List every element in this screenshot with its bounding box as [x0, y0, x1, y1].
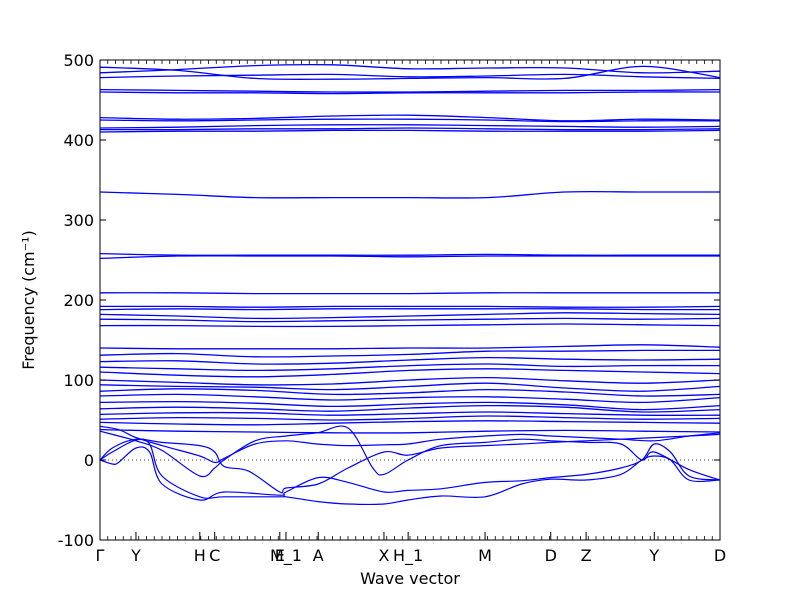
band-line: [99, 393, 721, 404]
band-line: [99, 252, 720, 256]
band-line: [99, 415, 721, 421]
x-tick-label: D: [545, 546, 557, 565]
band-line: [99, 368, 721, 378]
band-line: [99, 124, 721, 129]
band-line: [99, 420, 721, 426]
band-line: [99, 308, 721, 311]
band-line: [99, 65, 721, 81]
band-line: [99, 344, 721, 350]
x-tick-label: H_1: [393, 546, 423, 566]
x-tick-label: E: [275, 546, 285, 565]
band-lines: [99, 63, 721, 506]
band-line: [99, 292, 720, 295]
band-line: [99, 425, 721, 464]
y-tick-label: -100: [58, 531, 94, 550]
band-line: [99, 349, 721, 358]
y-tick-label: 0: [84, 451, 94, 470]
band-line: [99, 305, 721, 308]
band-line: [99, 411, 721, 416]
band-line: [99, 323, 721, 328]
axis-ticks: [99, 59, 721, 541]
band-line: [99, 400, 721, 411]
y-axis-label: Frequency (cm⁻¹): [19, 230, 38, 369]
x-tick-label: M: [478, 546, 492, 565]
band-line: [99, 88, 721, 93]
band-line: [99, 356, 721, 365]
y-tick-label: 400: [63, 131, 94, 150]
band-line: [99, 190, 720, 199]
x-tick-label: Y: [648, 546, 659, 565]
band-line: [99, 363, 721, 372]
band-line: [99, 428, 721, 434]
x-tick-label: A: [313, 546, 324, 565]
band-line: [99, 312, 721, 320]
x-tick-label: H: [194, 546, 206, 565]
x-tick-label: Y: [130, 546, 141, 565]
band-line: [99, 433, 721, 494]
band-line: [99, 114, 721, 122]
band-line: [99, 91, 721, 95]
x-tick-label: C: [209, 546, 220, 565]
y-tick-label: 500: [63, 51, 94, 70]
plot-frame: [99, 59, 721, 541]
band-line: [99, 127, 721, 131]
x-tick-label: M_1: [270, 546, 302, 566]
x-tick-label: X: [378, 546, 389, 565]
band-line: [99, 118, 721, 123]
band-line: [99, 255, 720, 260]
tick-labels: -100 0 100 200 300 400 500 Γ Y H C EM_1 A X H_1 M D Z Y D: [58, 51, 726, 566]
band-line: [99, 388, 721, 397]
y-tick-label: 300: [63, 211, 94, 230]
band-line: [99, 129, 721, 133]
band-line: [99, 73, 721, 80]
band-line: [99, 425, 721, 481]
band-line: [99, 382, 721, 392]
band-line: [99, 317, 721, 323]
band-line: [99, 404, 721, 413]
x-tick-label: Γ: [96, 546, 105, 565]
y-tick-label: 200: [63, 291, 94, 310]
y-tick-label: 100: [63, 371, 94, 390]
band-line: [99, 438, 721, 506]
x-tick-label: Z: [581, 546, 592, 565]
x-tick-label: D: [714, 546, 726, 565]
band-line: [99, 63, 721, 74]
x-axis-label: Wave vector: [360, 569, 460, 588]
band-line: [99, 376, 721, 386]
